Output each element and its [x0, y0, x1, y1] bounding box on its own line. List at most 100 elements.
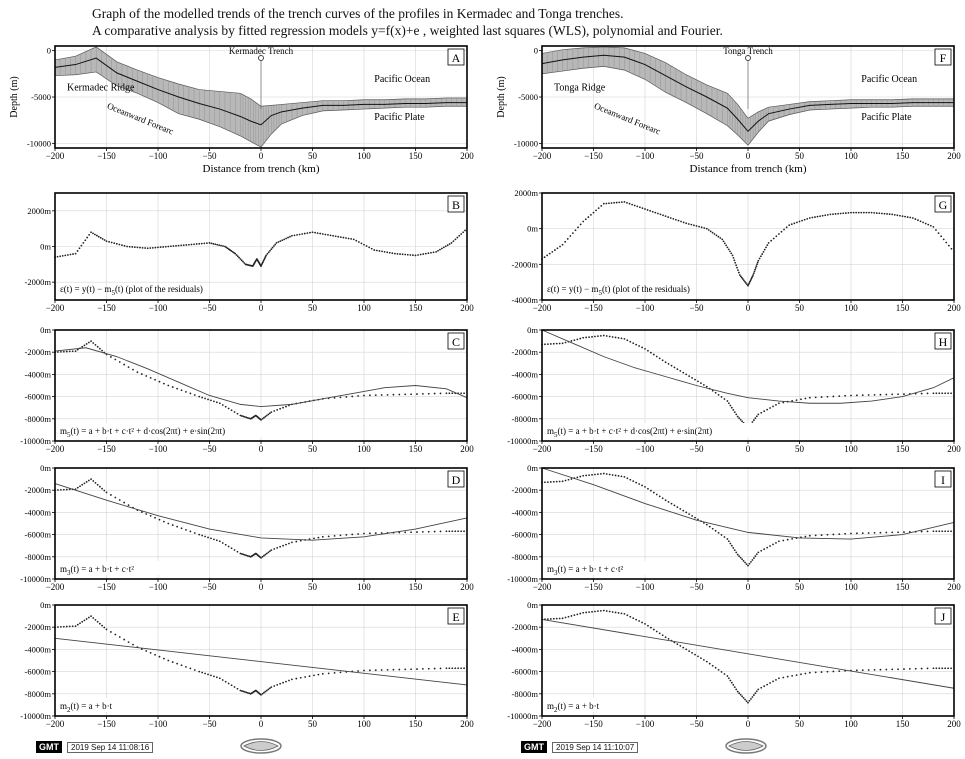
- depth-point: [207, 673, 209, 676]
- depth-point: [938, 667, 941, 670]
- residual-point: [860, 211, 863, 214]
- depth-point: [81, 483, 84, 486]
- depth-point: [463, 392, 465, 395]
- depth-point: [185, 528, 187, 531]
- depth-point: [210, 537, 212, 540]
- depth-point: [850, 394, 852, 397]
- residual-point: [672, 217, 675, 220]
- depth-point: [140, 373, 143, 375]
- depth-point: [720, 396, 723, 398]
- depth-point: [224, 405, 227, 408]
- residual-point: [240, 259, 243, 262]
- panel-letter: C: [452, 335, 460, 349]
- panel-letter-box: [934, 470, 952, 488]
- residual-point: [404, 253, 407, 256]
- depth-point: [240, 553, 243, 555]
- residual-point: [90, 231, 92, 234]
- depth-point: [775, 403, 777, 406]
- depth-point: [264, 415, 267, 418]
- residual-point: [893, 213, 896, 216]
- residual-point: [725, 244, 728, 247]
- residual-point: [293, 234, 296, 237]
- depth-point: [741, 695, 744, 698]
- depth-point: [230, 409, 233, 412]
- depth-point: [132, 368, 134, 371]
- depth-point: [285, 543, 287, 546]
- residual-point: [757, 259, 760, 262]
- depth-point: [68, 625, 71, 628]
- depth-point: [844, 394, 847, 397]
- depth-point: [273, 548, 276, 550]
- x-tick-label: −100: [636, 303, 655, 313]
- depth-point: [245, 554, 248, 557]
- depth-point: [591, 473, 593, 476]
- x-tick-label: −150: [97, 719, 116, 729]
- residual-point: [940, 235, 943, 238]
- residual-point: [164, 245, 167, 248]
- residual-point: [662, 214, 664, 217]
- depth-point: [661, 359, 664, 362]
- depth-point: [897, 531, 899, 534]
- residual-point: [231, 250, 234, 253]
- depth-point: [427, 667, 430, 670]
- depth-point: [926, 667, 929, 670]
- depth-point: [94, 619, 97, 621]
- residual-point: [582, 220, 585, 223]
- residual-point: [347, 237, 350, 240]
- residual-point: [378, 250, 381, 252]
- residual-point: [149, 247, 152, 249]
- depth-point: [65, 350, 68, 353]
- x-tick-label: 0: [746, 151, 751, 161]
- residual-point: [620, 201, 623, 204]
- depth-point: [288, 679, 290, 682]
- depth-point: [903, 668, 905, 670]
- depth-point: [594, 473, 596, 476]
- timestamp-left: 2019 Sep 14 11:08:16: [67, 742, 154, 753]
- depth-point: [270, 686, 273, 689]
- y-tick-label: 2000m: [514, 188, 538, 198]
- depth-point: [404, 393, 407, 396]
- residual-point: [442, 246, 445, 249]
- residual-point: [738, 274, 741, 276]
- depth-point: [588, 474, 590, 477]
- depth-point: [261, 555, 264, 558]
- depth-point: [730, 544, 733, 547]
- residual-point: [210, 242, 213, 245]
- depth-point: [685, 511, 688, 514]
- x-tick-label: 200: [947, 303, 961, 313]
- y-tick-label: -5000: [31, 92, 51, 102]
- depth-point: [727, 540, 730, 543]
- depth-point: [308, 675, 311, 678]
- depth-point: [891, 531, 894, 534]
- depth-point: [629, 615, 632, 618]
- depth-point: [549, 618, 552, 620]
- panel-letter: B: [452, 198, 460, 212]
- depth-point: [236, 687, 239, 690]
- x-tick-label: 50: [795, 582, 805, 592]
- depth-point: [582, 336, 585, 339]
- residual-point: [329, 234, 332, 237]
- residual-point: [750, 276, 753, 279]
- residual-point: [730, 252, 733, 255]
- depth-point: [454, 667, 457, 670]
- fitted-model-line: [54, 347, 468, 408]
- residual-point: [296, 234, 298, 236]
- residual-point: [783, 228, 785, 231]
- depth-point: [167, 659, 170, 662]
- residual-point: [762, 250, 765, 253]
- depth-point: [149, 651, 152, 654]
- residual-point: [388, 251, 391, 254]
- residual-point: [669, 217, 672, 219]
- plate-label: Pacific Plate: [861, 112, 912, 123]
- x-tick-label: 200: [460, 303, 474, 313]
- y-tick-label: -8000m: [25, 414, 52, 424]
- x-tick-label: 200: [460, 582, 474, 592]
- residual-point: [615, 201, 618, 204]
- x-tick-label: 0: [259, 719, 264, 729]
- residual-point: [901, 215, 904, 218]
- depth-point: [652, 353, 655, 356]
- depth-point: [427, 392, 430, 395]
- depth-point: [74, 625, 77, 627]
- depth-point: [295, 540, 298, 543]
- depth-point: [101, 624, 103, 627]
